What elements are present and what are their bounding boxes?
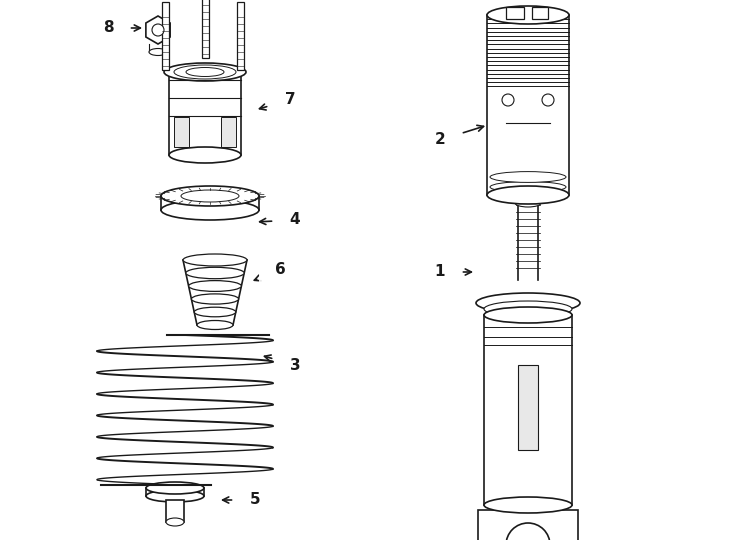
- Ellipse shape: [490, 181, 566, 192]
- Ellipse shape: [197, 321, 233, 329]
- Circle shape: [502, 94, 514, 106]
- Bar: [174, 117, 189, 147]
- Ellipse shape: [490, 172, 566, 183]
- Ellipse shape: [183, 254, 247, 266]
- Bar: [478, 510, 578, 540]
- Ellipse shape: [186, 267, 244, 279]
- Ellipse shape: [186, 68, 224, 77]
- Circle shape: [542, 94, 554, 106]
- Ellipse shape: [484, 307, 572, 323]
- Ellipse shape: [515, 199, 541, 207]
- Text: 5: 5: [222, 492, 261, 508]
- Ellipse shape: [146, 482, 204, 494]
- Text: 8: 8: [103, 21, 140, 36]
- Ellipse shape: [484, 301, 572, 317]
- Ellipse shape: [192, 294, 239, 304]
- Ellipse shape: [169, 147, 241, 163]
- Bar: [161, 2, 169, 70]
- Ellipse shape: [146, 490, 204, 502]
- Ellipse shape: [166, 518, 184, 526]
- Ellipse shape: [181, 190, 239, 202]
- Bar: [518, 365, 538, 450]
- Ellipse shape: [164, 63, 246, 81]
- Bar: [506, 7, 524, 19]
- Text: 1: 1: [435, 265, 471, 280]
- Ellipse shape: [189, 281, 241, 292]
- Ellipse shape: [487, 6, 569, 24]
- Ellipse shape: [161, 186, 259, 206]
- Ellipse shape: [476, 293, 580, 313]
- Bar: [169, 72, 241, 155]
- Text: 4: 4: [260, 213, 300, 227]
- Circle shape: [506, 523, 550, 540]
- Ellipse shape: [161, 200, 259, 220]
- Bar: [487, 15, 569, 195]
- Bar: [221, 117, 236, 147]
- Polygon shape: [146, 16, 170, 44]
- Text: 3: 3: [264, 355, 300, 373]
- Bar: [202, 0, 208, 58]
- Bar: [484, 315, 572, 505]
- Ellipse shape: [195, 307, 236, 317]
- Bar: [166, 500, 184, 522]
- Text: 2: 2: [435, 125, 484, 147]
- Bar: [532, 7, 548, 19]
- Ellipse shape: [174, 65, 236, 79]
- Ellipse shape: [484, 497, 572, 513]
- Ellipse shape: [149, 49, 167, 56]
- Text: 6: 6: [254, 262, 286, 281]
- Text: 7: 7: [259, 92, 295, 110]
- Circle shape: [152, 24, 164, 36]
- Ellipse shape: [487, 186, 569, 204]
- Bar: [236, 2, 244, 70]
